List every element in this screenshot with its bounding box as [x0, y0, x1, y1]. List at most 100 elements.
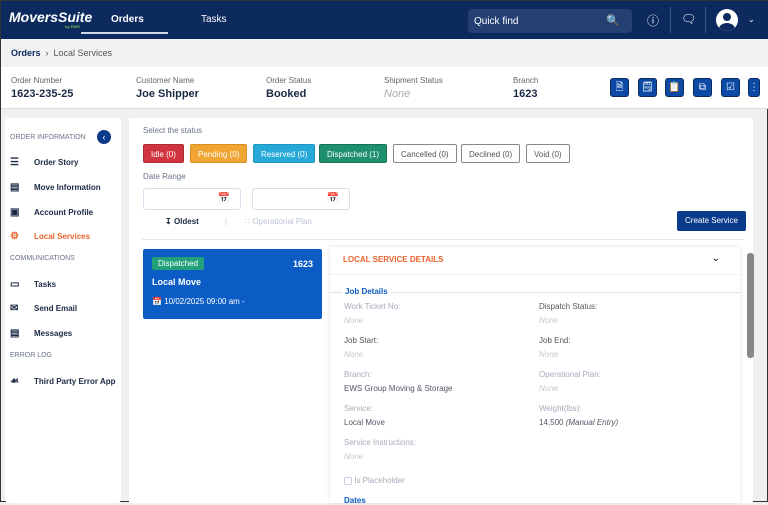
service-card[interactable]: Dispatched 1623 Local Move 📅 10/02/2025 …	[143, 249, 322, 319]
list-icon: ☰	[10, 157, 19, 168]
status-idle-button[interactable]: Idle (0)	[143, 144, 184, 163]
label: Work Ticket No:	[344, 302, 401, 311]
chevron-down-icon[interactable]: ⌄	[748, 15, 755, 24]
label: Send Email	[34, 304, 78, 313]
email-icon: ✉	[10, 303, 19, 314]
quick-find-input[interactable]: Quick find 🔍	[468, 9, 632, 33]
start-date-input[interactable]: 📅	[143, 188, 241, 210]
info-icon[interactable]: ⓘ	[647, 14, 660, 28]
network-icon: ☙	[10, 376, 19, 387]
value: None	[539, 350, 559, 359]
label: Customer Name	[136, 76, 195, 85]
label: Third Party Error App	[34, 377, 116, 386]
label: Order Status	[266, 76, 312, 85]
label: Order Number	[11, 76, 63, 85]
breadcrumb: Orders › Local Services	[1, 39, 768, 67]
order-number: Order Number 1623-235-25	[11, 76, 73, 100]
status-cancelled-button[interactable]: Cancelled (0)	[393, 144, 457, 163]
breadcrumb-orders[interactable]: Orders	[11, 48, 41, 58]
documents-icon[interactable]: 🗎	[610, 78, 629, 97]
value: 1623	[513, 88, 538, 100]
sidebar-item-local-services[interactable]: ⚙ Local Services	[10, 231, 90, 242]
calendar-icon[interactable]: 📅	[326, 193, 339, 204]
calendar-icon[interactable]: 📅	[217, 193, 230, 204]
clipboard-icon[interactable]: 📋	[665, 78, 684, 97]
details-title: LOCAL SERVICE DETAILS	[343, 255, 444, 264]
label: Is Placeholder	[354, 476, 405, 485]
field-service: Service: Local Move	[344, 404, 385, 427]
sort-icon: ↧	[165, 217, 172, 226]
search-placeholder: Quick find	[474, 16, 519, 27]
divider	[330, 292, 740, 293]
copy-icon[interactable]: ⧉	[693, 78, 712, 97]
breadcrumb-current: Local Services	[53, 48, 113, 58]
field-weight: Weight(lbs): 14,500 (Manual Entry)	[539, 404, 618, 427]
label: Tasks	[34, 280, 57, 289]
value: Joe Shipper	[136, 88, 199, 100]
more-icon[interactable]: ⋮	[748, 78, 760, 97]
label: Branch	[513, 76, 539, 85]
nav-tab-tasks[interactable]: Tasks	[201, 14, 227, 25]
section-order-information: ORDER INFORMATION	[10, 134, 86, 141]
label: Job End:	[539, 336, 571, 345]
sort-oldest-button[interactable]: ↧ Oldest	[165, 217, 199, 226]
label: Local Services	[34, 232, 91, 241]
create-service-button[interactable]: Create Service	[677, 211, 746, 231]
logo-text: MoversSuite	[9, 9, 93, 25]
label: Oldest	[173, 217, 199, 226]
search-icon[interactable]: 🔍	[606, 15, 620, 27]
status-reserved-button[interactable]: Reserved (0)	[253, 144, 316, 163]
logo[interactable]: MoversSuite by EWS	[9, 9, 93, 29]
status-dispatched-button[interactable]: Dispatched (1)	[319, 144, 388, 163]
label: Order Story	[34, 158, 79, 167]
value: None	[539, 384, 559, 393]
note-icon[interactable]: 🗒	[638, 78, 657, 97]
status-void-button[interactable]: Void (0)	[526, 144, 570, 163]
document-icon: ▤	[10, 182, 20, 193]
checklist-icon[interactable]: ☑	[721, 78, 740, 97]
label: Messages	[34, 329, 73, 338]
checkbox[interactable]	[344, 476, 352, 485]
sidebar-item-tasks[interactable]: ▭ Tasks	[10, 279, 56, 290]
shipment-status: Shipment Status None	[384, 76, 443, 100]
label: Service Instructions:	[344, 438, 417, 447]
is-placeholder-checkbox[interactable]: Is Placeholder	[344, 476, 405, 485]
value: None	[539, 316, 559, 325]
service-title: Local Move	[152, 277, 202, 287]
status-pending-button[interactable]: Pending (0)	[190, 144, 248, 163]
scrollbar-thumb[interactable]	[747, 253, 754, 358]
collapse-sidebar-icon[interactable]: ‹	[97, 130, 111, 144]
status-declined-button[interactable]: Declined (0)	[461, 144, 521, 163]
nav-tab-orders[interactable]: Orders	[111, 14, 144, 25]
sidebar-item-order-story[interactable]: ☰ Order Story	[10, 157, 78, 168]
logo-sub: by EWS	[65, 24, 80, 29]
sidebar-item-third-party-error-app[interactable]: ☙ Third Party Error App	[10, 376, 116, 387]
value: None	[344, 452, 364, 461]
value: EWS Group Moving & Storage	[344, 384, 453, 393]
value: None	[344, 350, 364, 359]
grid-icon: ∷	[245, 217, 251, 226]
avatar[interactable]	[716, 9, 738, 31]
section-communications: COMMUNICATIONS	[10, 255, 75, 262]
value: Booked	[266, 88, 307, 100]
chevron-down-icon[interactable]: ⌄	[711, 253, 720, 264]
status-badge: Dispatched	[152, 257, 205, 270]
scrollbar[interactable]	[747, 253, 754, 503]
sidebar-item-account-profile[interactable]: ▣ Account Profile	[10, 207, 93, 218]
active-tab-indicator	[81, 32, 168, 34]
top-nav: MoversSuite by EWS Orders Tasks Quick fin…	[1, 1, 768, 39]
chat-icon[interactable]: 🗨	[681, 12, 697, 26]
divider	[330, 274, 740, 275]
sidebar-item-send-email[interactable]: ✉ Send Email	[10, 303, 77, 314]
end-date-input[interactable]: 📅	[252, 188, 350, 210]
section-error-log: ERROR LOG	[10, 352, 53, 359]
date-range-label: Date Range	[143, 172, 186, 181]
sidebar-item-move-information[interactable]: ▤ Move Information	[10, 182, 101, 193]
operational-plan-button[interactable]: ∷ Operational Plan	[245, 217, 312, 226]
value: Local Move	[344, 418, 385, 427]
message-icon: ▤	[10, 328, 20, 339]
local-service-details-panel: LOCAL SERVICE DETAILS ⌄ Job Details Work…	[330, 247, 740, 505]
label: Shipment Status	[384, 76, 443, 85]
field-job-start: Job Start: None	[344, 336, 378, 359]
sidebar-item-messages[interactable]: ▤ Messages	[10, 328, 72, 339]
